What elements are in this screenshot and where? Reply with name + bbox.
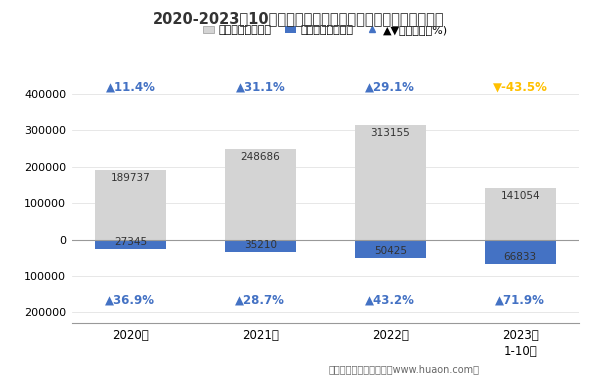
Text: ▲28.7%: ▲28.7% [235, 294, 285, 307]
Text: 313155: 313155 [371, 128, 410, 138]
Text: 189737: 189737 [110, 173, 150, 183]
Bar [485, 240, 556, 264]
Text: 141054: 141054 [500, 191, 540, 201]
Bar [224, 149, 296, 240]
Text: ▲71.9%: ▲71.9% [496, 294, 545, 307]
Bar [355, 125, 426, 240]
Text: 27345: 27345 [114, 237, 147, 247]
Text: ▲11.4%: ▲11.4% [106, 81, 155, 94]
Bar [95, 170, 166, 240]
Text: ▲36.9%: ▲36.9% [106, 294, 155, 307]
Text: 35210: 35210 [244, 240, 277, 250]
Bar [355, 240, 426, 258]
Bar [485, 188, 556, 240]
Text: 66833: 66833 [504, 252, 537, 262]
Text: 制图：华经产业研究院（www.huaon.com）: 制图：华经产业研究院（www.huaon.com） [328, 364, 479, 374]
Text: ▲29.1%: ▲29.1% [365, 81, 416, 94]
Bar [95, 240, 166, 249]
Text: 2020-2023年10月常德市商品收发货人所在地进、出口额统计: 2020-2023年10月常德市商品收发货人所在地进、出口额统计 [153, 11, 444, 26]
Text: 50425: 50425 [374, 246, 407, 256]
Legend: 出口额（万美元）, 进口额（万美元）, ▲▼同比增长（%): 出口额（万美元）, 进口额（万美元）, ▲▼同比增长（%) [199, 21, 452, 40]
Bar [224, 240, 296, 252]
Text: 248686: 248686 [241, 152, 280, 162]
Text: ▼-43.5%: ▼-43.5% [493, 81, 547, 94]
Text: ▲31.1%: ▲31.1% [235, 81, 285, 94]
Text: ▲43.2%: ▲43.2% [365, 294, 416, 307]
